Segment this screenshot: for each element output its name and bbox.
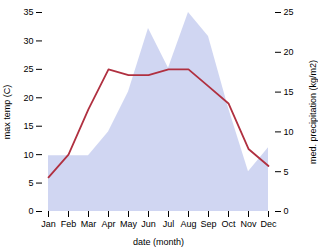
svg-text:20: 20 <box>23 93 33 103</box>
svg-text:Jun: Jun <box>141 219 156 229</box>
svg-text:May: May <box>120 219 138 229</box>
svg-text:15: 15 <box>23 121 33 131</box>
svg-text:Feb: Feb <box>61 219 77 229</box>
svg-text:0: 0 <box>284 206 289 216</box>
svg-text:25: 25 <box>284 7 294 17</box>
svg-text:0: 0 <box>28 206 33 216</box>
svg-text:25: 25 <box>23 64 33 74</box>
svg-text:Oct: Oct <box>221 219 236 229</box>
svg-text:date (month): date (month) <box>133 237 184 247</box>
svg-text:med. precipitation (kg/m2): med. precipitation (kg/m2) <box>308 60 318 164</box>
svg-text:Dec: Dec <box>260 219 277 229</box>
svg-text:10: 10 <box>284 127 294 137</box>
svg-text:Aug: Aug <box>180 219 196 229</box>
svg-text:10: 10 <box>23 150 33 160</box>
svg-text:max temp (C): max temp (C) <box>2 85 12 140</box>
svg-text:Nov: Nov <box>240 219 257 229</box>
svg-text:Mar: Mar <box>81 219 97 229</box>
svg-text:30: 30 <box>23 36 33 46</box>
svg-text:35: 35 <box>23 7 33 17</box>
svg-text:5: 5 <box>284 167 289 177</box>
svg-text:5: 5 <box>28 178 33 188</box>
svg-text:Jan: Jan <box>41 219 56 229</box>
svg-text:20: 20 <box>284 47 294 57</box>
svg-text:Sep: Sep <box>200 219 216 229</box>
svg-text:Jul: Jul <box>163 219 175 229</box>
svg-text:Apr: Apr <box>101 219 115 229</box>
svg-text:15: 15 <box>284 87 294 97</box>
